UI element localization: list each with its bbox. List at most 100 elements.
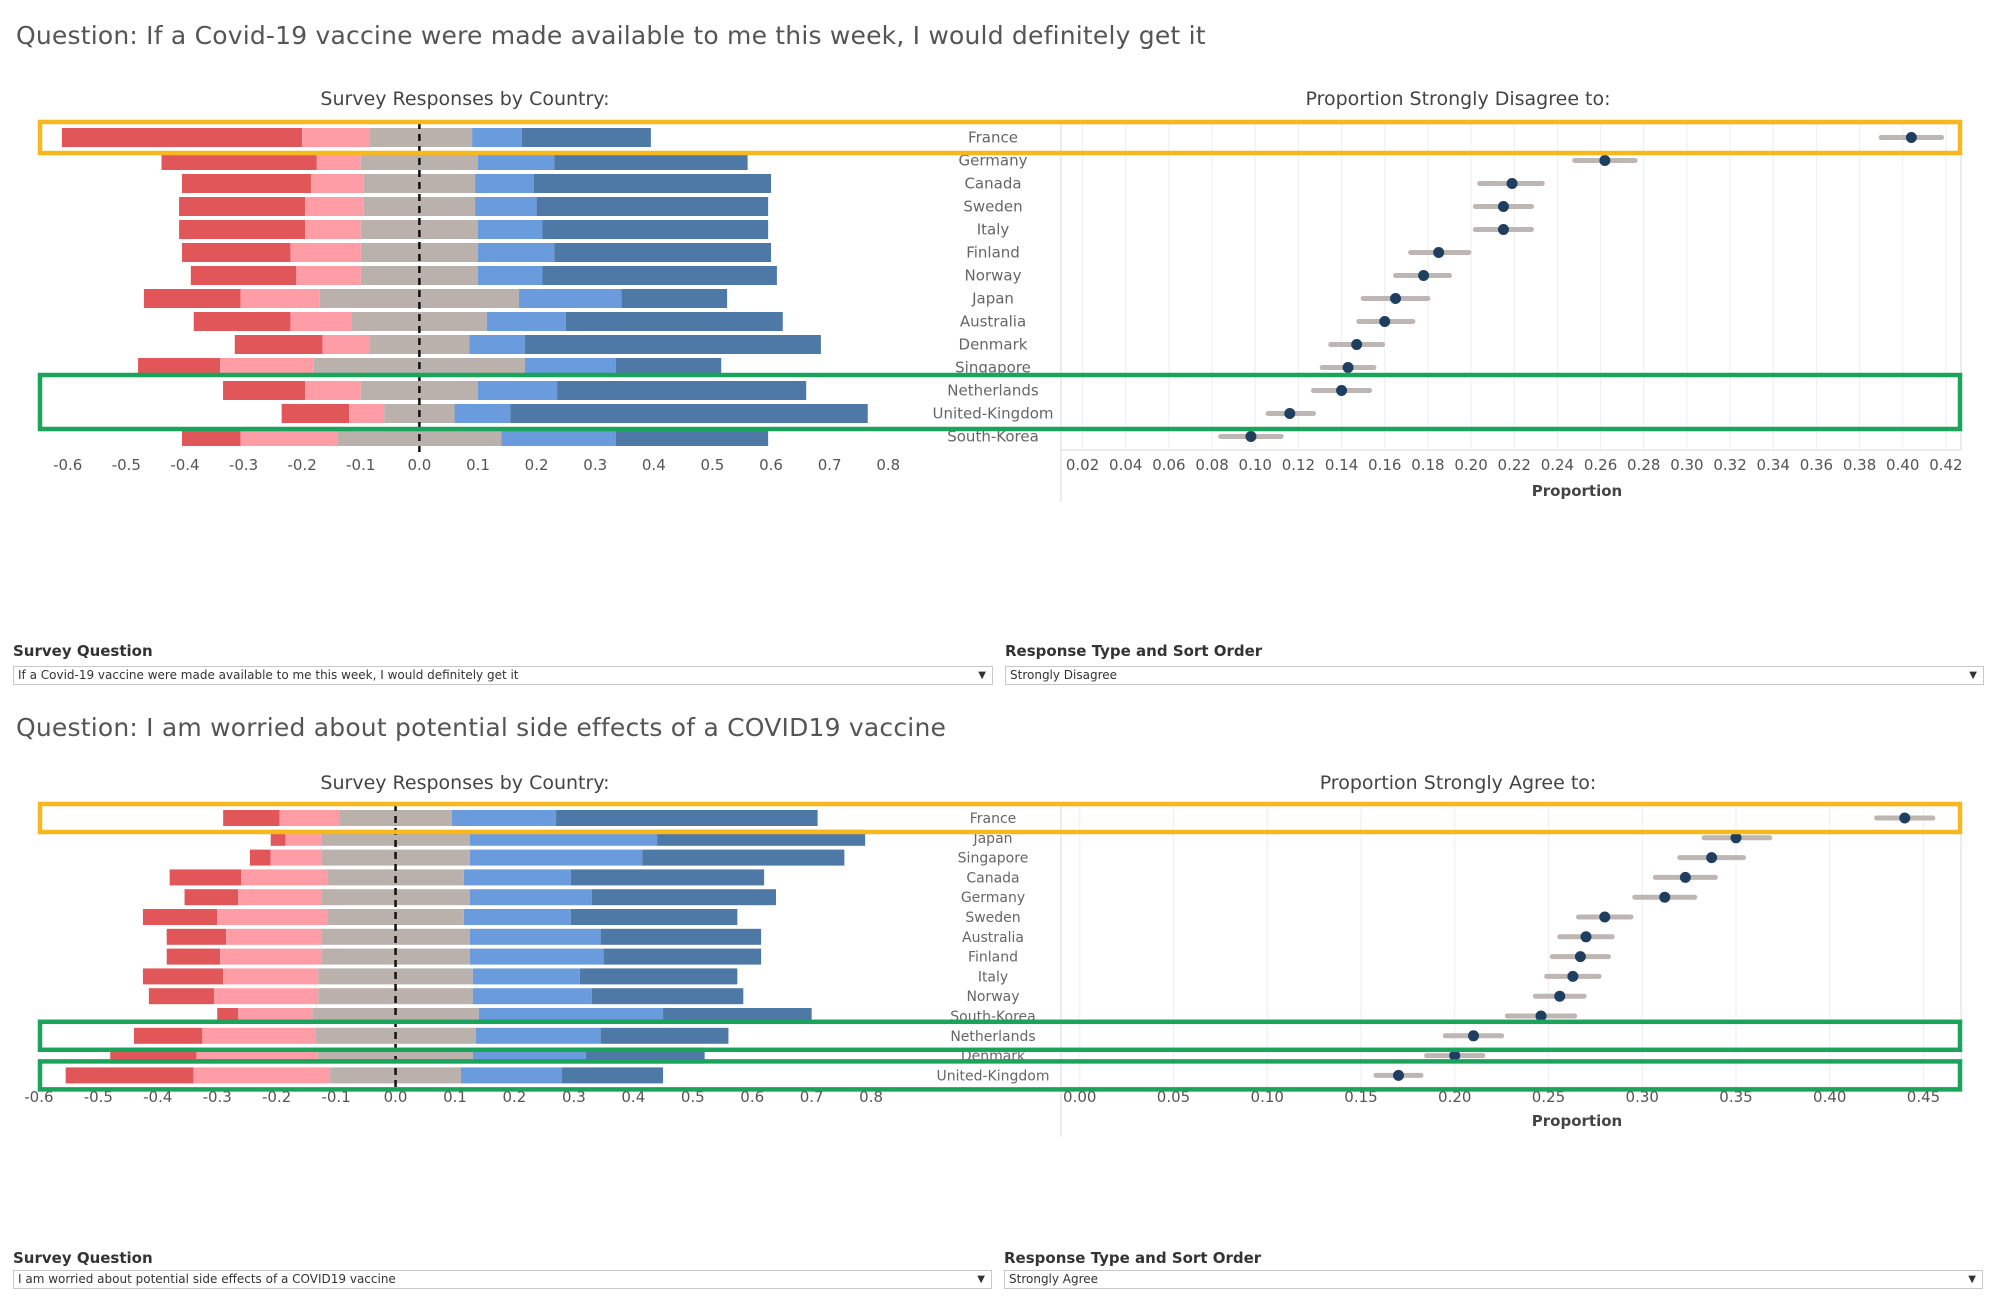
data-point [1390,293,1402,304]
bottom-charts-svg: -0.6 -0.5 -0.4 -0.3 -0.2 -0.1 0.0 0.1 0.2 0.3 0.4 0… [24,801,1963,1137]
disagree-bar [214,988,319,1005]
country-label: Singapore [958,851,1029,867]
neutral-bar [321,948,470,965]
x-tick-label: 0.10 [1251,1088,1284,1106]
disagree-bar [302,128,370,147]
x-tick-label: 0.14 [1325,456,1358,474]
strongly-agree-bar [533,174,772,193]
disagree-bar [310,174,364,193]
country-label: United-Kingdom [937,1068,1050,1084]
x-tick-label: 0.1 [443,1088,467,1106]
x-tick-label: 0.25 [1532,1088,1565,1106]
response-type-dropdown[interactable]: Strongly Agree ▼ [1004,1270,1983,1289]
country-label: Italy [978,969,1008,985]
strongly-disagree-bar [184,889,239,906]
response-type-label: Response Type and Sort Order [1005,642,1263,660]
strongly-agree-bar [565,312,783,331]
strongly-agree-bar [562,1067,664,1084]
data-point [1659,891,1671,903]
question-title: Question: If a Covid-19 vaccine were mad… [16,21,1206,50]
strongly-agree-bar [556,810,818,826]
agree-bar [478,243,555,262]
x-tick-label: 0.20 [1454,456,1487,474]
strongly-agree-bar [591,988,744,1005]
disagree-bar [349,404,385,423]
agree-bar [501,427,616,446]
x-tick-label: 0.32 [1713,456,1746,474]
disagree-bar [305,197,364,216]
x-tick-label: 0.35 [1719,1088,1752,1106]
x-tick-label: -0.2 [262,1088,291,1106]
disagree-bar [238,889,322,906]
disagree-bar [220,948,322,965]
data-point [1905,132,1917,143]
data-point [1284,408,1296,419]
strongly-disagree-bar [61,128,303,147]
agree-bar [472,968,580,985]
x-tick-label: 0.5 [701,456,725,474]
data-point [1599,155,1611,166]
panel-2: Question: I am worried about potential s… [0,700,2000,1303]
x-tick-label: 0.10 [1239,456,1272,474]
highlight-box-green [37,1019,1963,1053]
x-axis-title: Proportion [1532,1112,1622,1130]
strongly-disagree-bar [134,1027,203,1044]
x-axis-title: Proportion [1532,482,1622,500]
response-type-dropdown[interactable]: Strongly Disagree ▼ [1005,666,1984,685]
survey-question-dropdown[interactable]: I am worried about potential side effect… [13,1270,992,1289]
data-point [1706,852,1718,864]
data-point [1418,270,1430,281]
country-label: Germany [959,152,1028,170]
country-label: United-Kingdom [932,405,1053,423]
x-tick-label: 0.5 [681,1088,705,1106]
x-tick-label: 0.7 [818,456,842,474]
agree-bar [519,289,622,308]
x-tick-label: 0.34 [1757,456,1790,474]
highlight-box-green [37,1059,1963,1092]
strongly-agree-bar [570,869,765,886]
neutral-bar [360,243,478,262]
strongly-disagree-bar [193,312,291,331]
disagree-bar [220,358,314,377]
disagree-bar [240,289,320,308]
strongly-disagree-bar [249,849,271,866]
x-tick-label: 0.2 [503,1088,527,1106]
survey-question-label: Survey Question [13,1249,153,1267]
x-tick-label: 0.05 [1157,1088,1190,1106]
disagree-bar [316,151,361,170]
strongly-agree-bar [600,928,762,945]
survey-question-dropdown[interactable]: If a Covid-19 vaccine were made availabl… [13,666,993,685]
strongly-disagree-bar [142,968,224,985]
disagree-bar [223,968,319,985]
country-label: Australia [960,313,1026,331]
top-charts-svg: -0.6 -0.5 -0.4 -0.3 -0.2 -0.1 0.0 0.1 0.2 0.3 0.4 0… [37,119,1963,502]
data-point [1351,339,1363,350]
strongly-agree-bar [615,358,722,377]
data-point [1574,951,1586,963]
x-tick-label: 0.4 [621,1088,645,1106]
disagree-bar [290,312,352,331]
disagree-bar [217,909,328,925]
strongly-agree-bar [570,909,738,925]
agree-bar [478,151,555,170]
dropdown-arrow-icon: ▼ [1969,670,1977,681]
x-tick-label: -0.2 [288,456,317,474]
strongly-disagree-bar [234,335,323,354]
country-label: Singapore [955,359,1031,377]
dropdown-arrow-icon: ▼ [1968,1274,1976,1285]
x-tick-label: -0.1 [346,456,375,474]
strongly-agree-bar [554,243,772,262]
strongly-agree-bar [621,289,728,308]
data-point [1599,911,1611,923]
strongly-agree-bar [603,948,762,965]
x-tick-label: 0.02 [1066,456,1099,474]
agree-bar [463,909,571,925]
strongly-disagree-bar [142,909,218,925]
neutral-bar [351,312,487,331]
agree-bar [472,988,592,1005]
strongly-disagree-bar [281,404,350,423]
data-point [1679,871,1691,883]
x-tick-label: -0.6 [53,456,82,474]
strongly-agree-bar [510,404,868,423]
country-label: Sweden [965,910,1020,926]
